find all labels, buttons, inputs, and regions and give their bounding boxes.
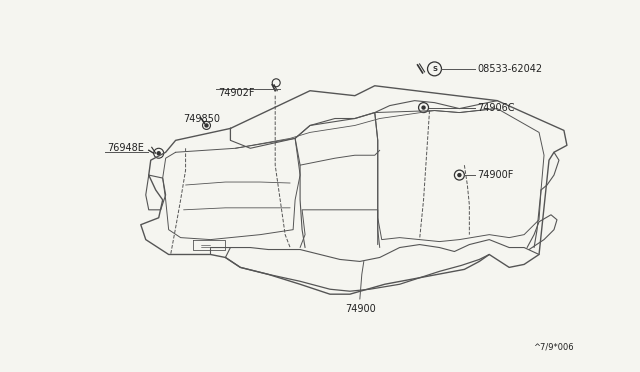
Circle shape [422,106,425,109]
Circle shape [157,152,160,155]
Text: 74900: 74900 [345,304,376,314]
Text: ^7/9*006: ^7/9*006 [533,342,573,351]
Circle shape [458,174,461,177]
Text: 08533-62042: 08533-62042 [477,64,543,74]
Circle shape [205,124,208,127]
Text: 749850: 749850 [184,113,221,124]
Text: 74900F: 74900F [477,170,514,180]
Text: 76948E: 76948E [107,143,144,153]
Text: S: S [432,66,437,72]
Text: 74906C: 74906C [477,103,515,113]
Text: 74902F: 74902F [218,88,255,98]
